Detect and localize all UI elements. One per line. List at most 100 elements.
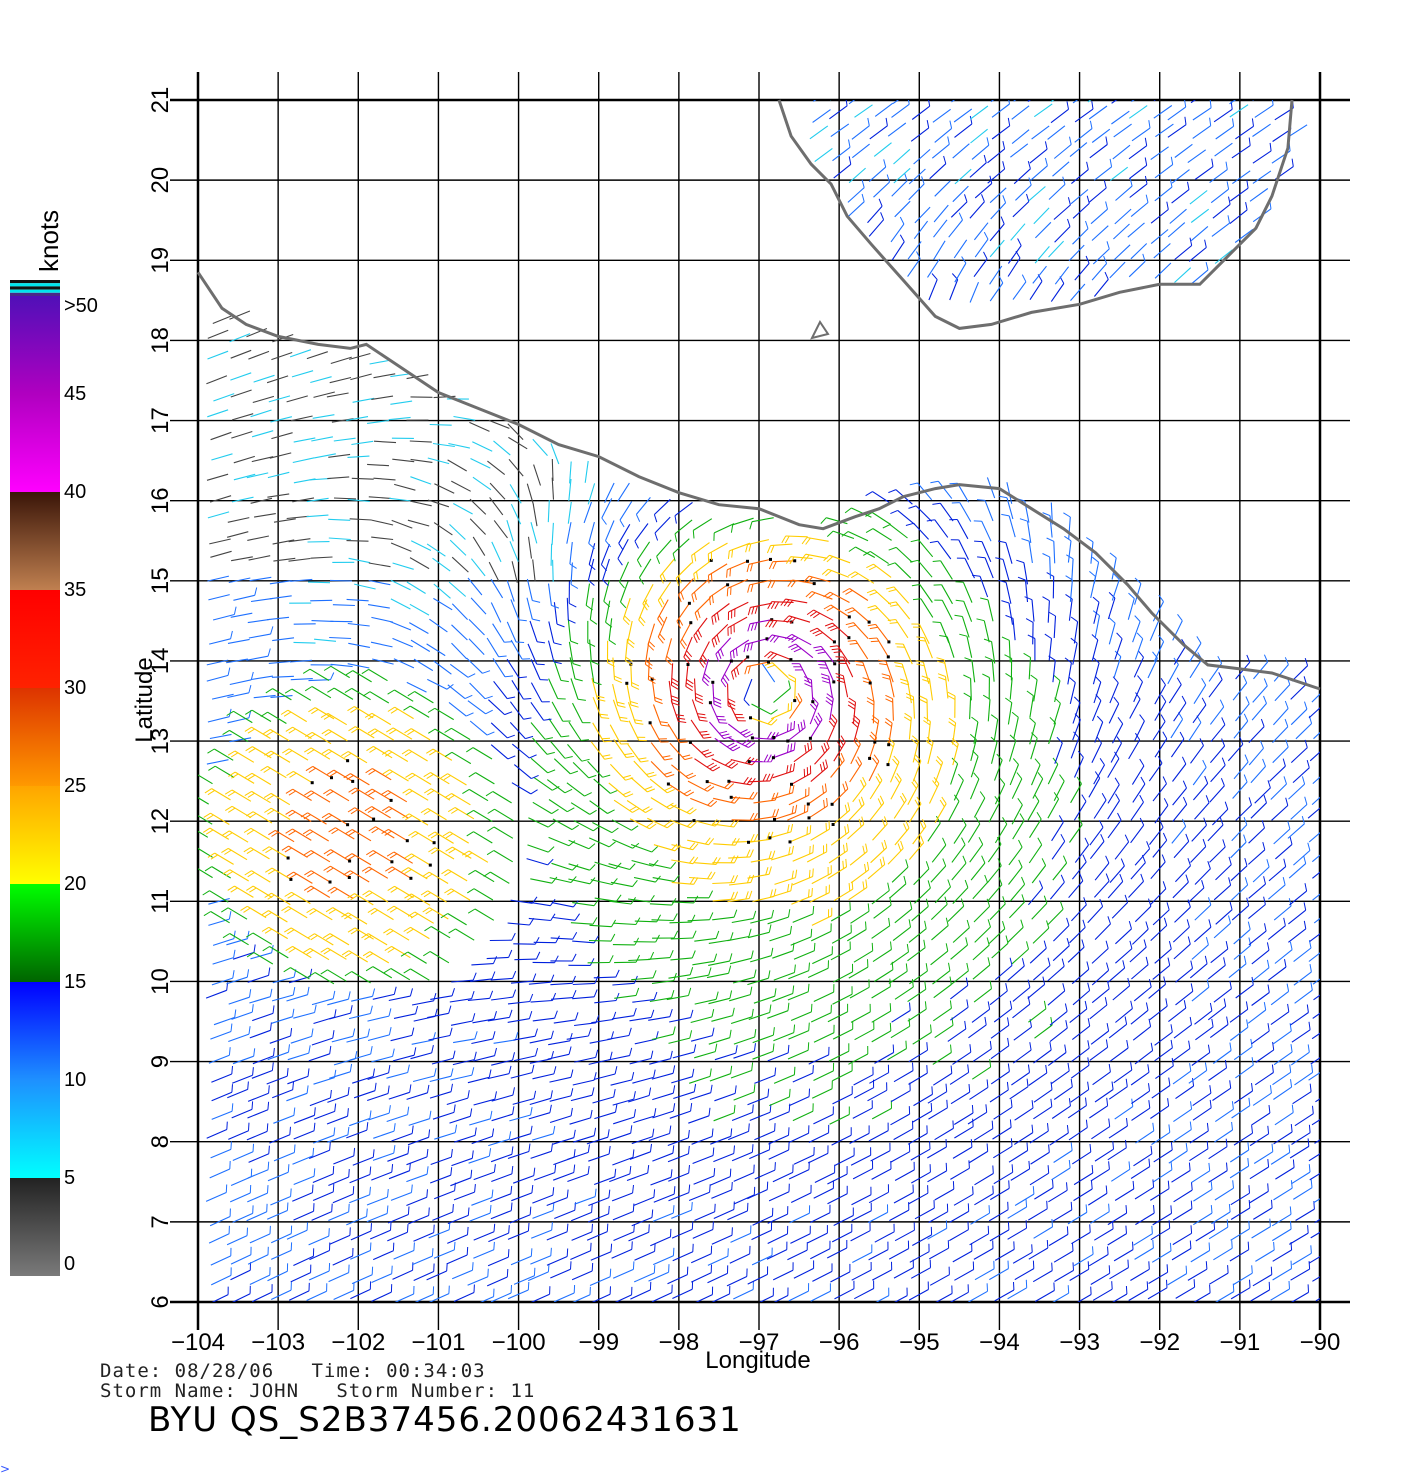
wind-barb-feather	[547, 821, 555, 828]
wind-barb	[530, 522, 538, 544]
wind-barb-feather	[1189, 1121, 1192, 1130]
wind-barb	[370, 641, 393, 648]
wind-barb-feather	[912, 1062, 914, 1071]
wind-barb	[491, 1113, 513, 1122]
wind-barb	[1228, 963, 1247, 979]
wind-barb-feather	[571, 953, 577, 962]
wind-barb	[1172, 926, 1190, 943]
wind-barb-feather	[284, 927, 292, 933]
wind-barb	[1009, 901, 1025, 919]
wind-barb	[451, 793, 471, 806]
wind-barb	[969, 1086, 989, 1100]
wind-barb	[1009, 883, 1026, 902]
wind-barb	[1029, 818, 1042, 838]
wind-barb	[950, 984, 969, 1000]
wind-barb-feather	[1139, 794, 1144, 803]
wind-barb	[1248, 849, 1266, 865]
wind-barb-feather	[867, 903, 870, 912]
wind-barb-feather	[1245, 1001, 1249, 1010]
wind-barb-feather	[506, 1268, 509, 1278]
wind-barb-feather	[654, 1243, 656, 1252]
wind-barb	[958, 539, 969, 560]
wind-barb	[665, 638, 673, 660]
wind-barb-feather	[511, 1146, 514, 1155]
wind-barb-feather	[772, 1043, 775, 1052]
wind-barb-feather	[656, 556, 661, 564]
wind-barb-feather	[681, 638, 688, 646]
wind-barb-feather	[250, 671, 254, 680]
wind-barb	[1149, 826, 1164, 845]
wind-barb-feather	[1332, 1124, 1333, 1132]
wind-barb-feather	[531, 1184, 534, 1193]
wind-barb	[1235, 804, 1252, 821]
wind-barb	[248, 350, 270, 360]
wind-barb	[1289, 1145, 1310, 1159]
wind-barb	[649, 903, 672, 906]
wind-barb-feather	[754, 1029, 757, 1038]
wind-barb	[394, 885, 414, 899]
wind-barb-feather	[732, 650, 735, 659]
wind-barb	[247, 974, 269, 983]
wind-barb-feather	[610, 1243, 613, 1252]
wind-barb-feather	[1246, 654, 1251, 663]
wind-barb	[290, 1035, 312, 1044]
wind-barb-feather	[679, 741, 688, 744]
rain-flag	[868, 756, 872, 760]
wind-barb-feather	[271, 1062, 274, 1071]
wind-barb	[451, 642, 468, 660]
wind-barb	[368, 562, 391, 568]
wind-barb	[1074, 844, 1089, 863]
wind-barb	[267, 493, 290, 498]
wind-barb-feather	[959, 633, 968, 637]
wind-barb	[693, 518, 713, 531]
wind-barb-feather	[813, 718, 819, 726]
wind-barb-feather	[1303, 855, 1307, 864]
wind-barb-feather	[1229, 1042, 1232, 1051]
wind-barb-feather	[888, 489, 897, 494]
wind-barb	[987, 843, 1002, 863]
wind-barb	[727, 616, 748, 629]
wind-barb	[430, 926, 451, 939]
rain-flag	[346, 823, 350, 827]
wind-barb-feather	[654, 532, 659, 541]
wind-barb	[390, 1034, 413, 1042]
wind-barb-feather	[980, 597, 989, 601]
wind-barb-feather	[631, 1071, 635, 1081]
wind-barb-feather	[729, 568, 731, 577]
wind-barb	[928, 279, 938, 301]
wind-barb-feather	[942, 858, 947, 867]
wind-barb	[827, 720, 838, 742]
wind-barb-feather	[968, 1084, 971, 1093]
wind-barb	[230, 612, 253, 618]
wind-barb-feather	[1303, 920, 1307, 929]
wind-barb	[728, 601, 749, 613]
wind-barb-feather	[1328, 1044, 1329, 1052]
wind-barb-feather	[1263, 678, 1268, 687]
wind-barb	[950, 1167, 970, 1180]
rain-flag	[807, 816, 811, 820]
wind-barb-feather	[677, 738, 686, 741]
wind-barb-feather	[653, 1265, 656, 1274]
wind-barb-feather	[1187, 936, 1191, 945]
wind-barb	[893, 1267, 914, 1279]
wind-barb-feather	[226, 710, 234, 716]
wind-barb-feather	[529, 754, 537, 759]
wind-barb	[1213, 1129, 1233, 1143]
wind-barb-feather	[1160, 714, 1166, 722]
wind-barb-feather	[422, 871, 430, 877]
wind-barb	[690, 797, 712, 808]
wind-barb-feather	[1166, 1264, 1169, 1273]
wind-barb	[487, 1073, 510, 1080]
wind-barb	[908, 717, 912, 740]
wind-barb-feather	[932, 560, 941, 562]
wind-barb	[346, 540, 369, 542]
wind-barb	[751, 703, 772, 715]
wind-barb-feather	[605, 540, 612, 548]
wind-barb	[1233, 1046, 1253, 1061]
wind-barb	[1251, 1112, 1271, 1126]
wind-barb	[568, 863, 590, 871]
wind-barb-feather	[768, 866, 772, 875]
wind-barb-feather	[1269, 1218, 1271, 1227]
wind-barb-feather	[1219, 817, 1224, 826]
wind-barb	[491, 1173, 513, 1183]
